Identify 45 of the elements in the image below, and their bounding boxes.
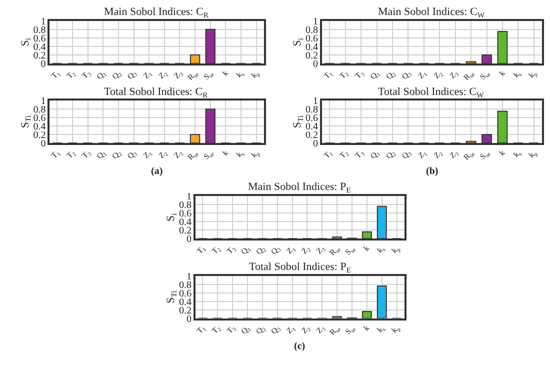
y-tick-label: 0.6 [33,113,46,124]
y-tick-label: 0.4 [306,42,318,53]
x-tick-label: k [498,148,507,158]
text: (c) [294,341,306,352]
y-tick-label: 0 [186,234,192,246]
x-tick-label: k [362,244,372,254]
text: (b) [426,166,438,177]
y-tick-label: 0.2 [306,50,318,62]
y-tick-label: 0.2 [33,50,46,62]
y-tick-label: 0 [313,138,318,150]
chart-title: Main Sobol Indices: C$_{R}$ [104,6,210,20]
y-tick-label: 0.8 [306,24,318,36]
y-tick-label: 1 [40,16,46,28]
y-tick-label: 0.6 [306,33,318,44]
y-tick-label: 0.8 [306,104,318,116]
y-tick-label: 0 [186,314,192,325]
y-tick-label: 0.8 [179,200,192,212]
chart-title: Total Sobol Indices: C$_{W}$ [378,86,485,100]
chart-title: Total Sobol Indices: C$_{R}$ [104,86,209,100]
y-tick-label: 0.2 [179,305,192,316]
y-tick-label: 0 [40,138,46,150]
y-tick-label: 1 [313,16,318,28]
y-tick-label: 1 [313,96,318,108]
y-tick-label: 0.2 [179,226,192,237]
y-tick-label: 0.6 [33,33,46,44]
y-tick-label: 0.6 [179,288,192,300]
x-tick-label: k [220,68,230,78]
chart-title: Main Sobol Indices: P$_{E}$ [248,181,352,194]
y-tick-label: 0.2 [33,130,46,142]
y-tick-label: 0.4 [33,42,46,53]
x-tick-label: k [220,148,230,158]
y-tick-label: 1 [186,192,192,203]
text: (a) [151,166,163,177]
y-tick-label: 0.8 [179,280,192,291]
y-tick-label: 0 [313,58,318,70]
x-tick-label: k [498,68,507,78]
x-tick-label: k [362,324,372,333]
y-tick-label: 0.8 [33,24,46,36]
y-tick-label: 0.4 [179,296,192,308]
y-tick-label: 1 [186,271,192,282]
chart-title: Main Sobol Indices: C$_{W}$ [378,6,486,20]
y-tick-label: 0 [40,58,46,70]
y-tick-label: 0.2 [306,130,318,142]
chart-title: Total Sobol Indices: P$_{E}$ [249,261,352,274]
y-tick-label: 0.4 [33,122,46,133]
